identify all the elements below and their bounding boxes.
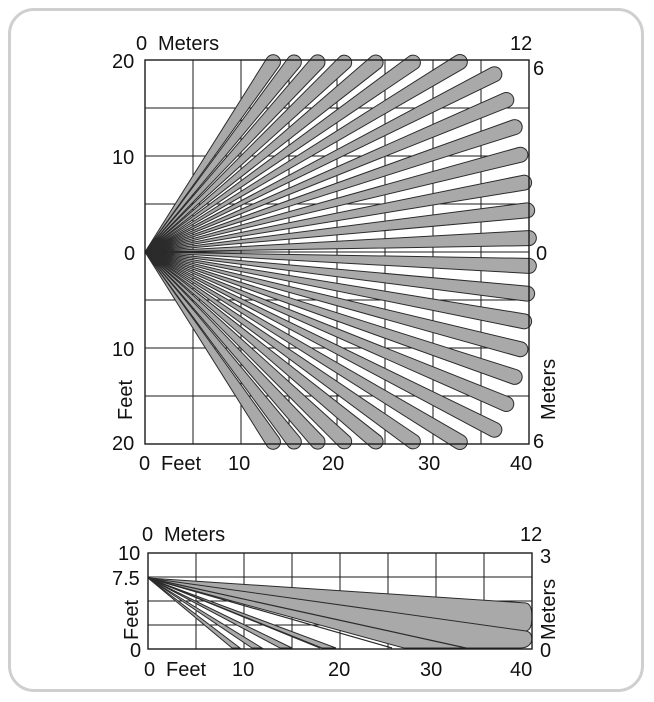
top-beam (144, 92, 515, 253)
top-beam (144, 174, 533, 253)
top-axis-tick-start: 0 (136, 33, 147, 55)
side-ray-6 (147, 577, 393, 649)
left-tick-20-top: 20 (112, 51, 134, 73)
right-tick-6-top: 6 (533, 58, 544, 80)
bottom-tick-30: 30 (418, 453, 440, 475)
top-beam (144, 54, 302, 253)
side-top-axis-unit: Meters (164, 524, 225, 546)
top-beam (144, 251, 281, 450)
left-tick-10-top: 10 (112, 147, 134, 169)
top-beam (144, 251, 302, 450)
bottom-tick-40: 40 (510, 453, 532, 475)
side-left-axis-unit: Feet (121, 600, 143, 640)
top-beam (144, 66, 503, 253)
top-frame (144, 59, 530, 445)
left-tick-20-bottom: 20 (112, 433, 134, 455)
side-left-tick-7-5: 7.5 (112, 568, 140, 590)
side-left-tick-0: 0 (130, 640, 141, 662)
top-beam (144, 251, 421, 450)
top-beams (144, 54, 537, 450)
left-tick-10-bottom: 10 (112, 339, 134, 361)
side-beams (147, 577, 533, 649)
side-top-tick-start: 0 (142, 524, 153, 546)
side-bottom-tick-0: 0 (144, 659, 155, 681)
top-coverage-diagram: 0 Meters 12 20 10 0 10 20 Feet 6 0 6 Met… (112, 33, 560, 475)
side-ray-7 (147, 577, 321, 649)
top-beam (144, 251, 503, 438)
top-beam (144, 251, 515, 412)
bottom-tick-10: 10 (228, 453, 250, 475)
side-bottom-axis-unit: Feet (166, 659, 206, 681)
left-axis-unit: Feet (115, 380, 137, 420)
side-bottom-tick-30: 30 (420, 659, 442, 681)
top-axis-unit: Meters (158, 33, 219, 55)
top-beam (144, 251, 533, 330)
top-beam (144, 54, 353, 253)
top-beam (144, 54, 421, 253)
top-beam (144, 54, 384, 253)
side-ray-5 (147, 577, 467, 649)
right-axis-unit: Meters (538, 359, 560, 420)
left-tick-0: 0 (124, 243, 135, 265)
top-beam (144, 119, 523, 253)
top-beam (144, 251, 523, 385)
side-right-axis-unit: Meters (538, 579, 560, 640)
side-bottom-tick-20: 20 (328, 659, 350, 681)
right-tick-0: 0 (536, 243, 547, 265)
bottom-axis-unit: Feet (161, 453, 201, 475)
side-beam-short-2 (147, 577, 293, 649)
side-bottom-tick-40: 40 (510, 659, 532, 681)
side-bottom-tick-10: 10 (232, 659, 254, 681)
top-beam (144, 54, 468, 253)
top-beam (144, 251, 353, 450)
side-left-tick-10: 10 (118, 543, 140, 565)
top-beam (144, 54, 281, 253)
right-tick-6-bottom: 6 (533, 431, 544, 453)
bottom-tick-20: 20 (322, 453, 344, 475)
side-beam-short-3 (147, 577, 264, 649)
side-frame (147, 552, 533, 650)
top-beam (144, 251, 529, 358)
side-beam-short-4 (147, 577, 242, 649)
top-beam (144, 54, 326, 253)
side-coverage-diagram: 0 Meters 12 10 7.5 0 Feet 3 0 Meters 0 F… (112, 524, 560, 681)
top-axis-tick-end: 12 (510, 33, 532, 55)
top-beam (144, 251, 384, 450)
bottom-tick-0: 0 (139, 453, 150, 475)
top-beam (144, 146, 529, 253)
side-right-tick-0: 0 (540, 640, 551, 662)
side-top-tick-end: 12 (520, 524, 542, 546)
top-beam (144, 251, 468, 450)
side-right-tick-3: 3 (540, 546, 551, 568)
top-beam (144, 251, 326, 450)
